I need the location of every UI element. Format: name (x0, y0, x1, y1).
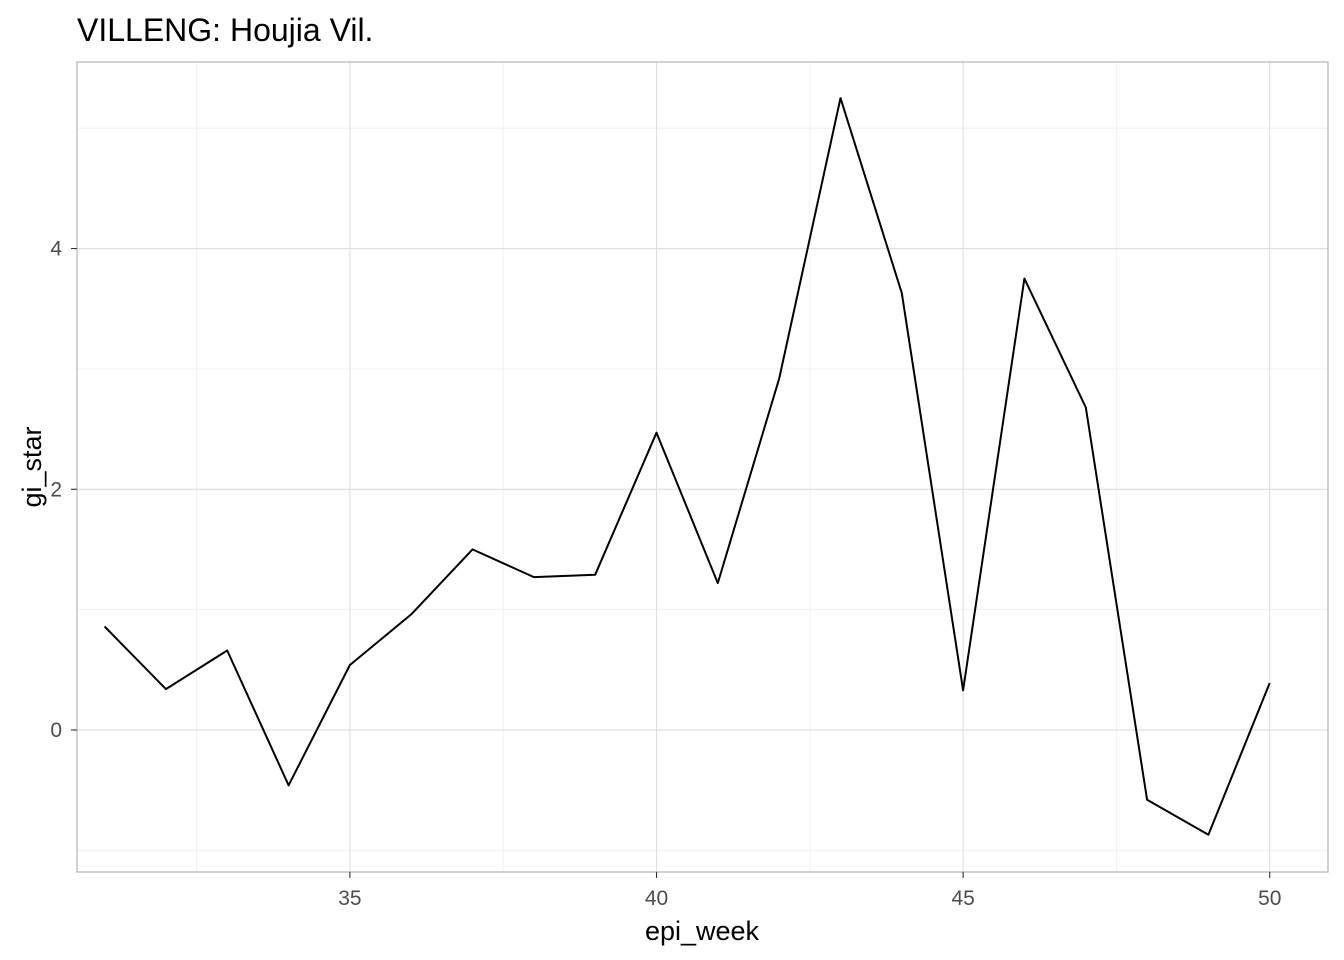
y-tick-label-0: 0 (50, 719, 62, 742)
y-axis-ticks: 0 2 4 (50, 238, 77, 742)
series-line (103, 97, 1271, 836)
y-axis-label: gi_star (17, 426, 47, 507)
x-tick-label-0: 35 (338, 887, 361, 910)
x-axis-label: epi_week (645, 916, 760, 946)
y-tick-label-1: 2 (50, 478, 62, 501)
grid-lines (77, 62, 1328, 872)
x-tick-label-1: 40 (645, 887, 668, 910)
chart-title: VILLENG: Houjia Vil. (77, 12, 373, 48)
y-tick-label-2: 4 (50, 238, 62, 261)
x-axis-ticks: 35 40 45 50 (338, 872, 1281, 910)
plot-panel (76, 61, 1329, 873)
x-tick-label-2: 45 (951, 887, 974, 910)
x-tick-label-3: 50 (1258, 887, 1281, 910)
